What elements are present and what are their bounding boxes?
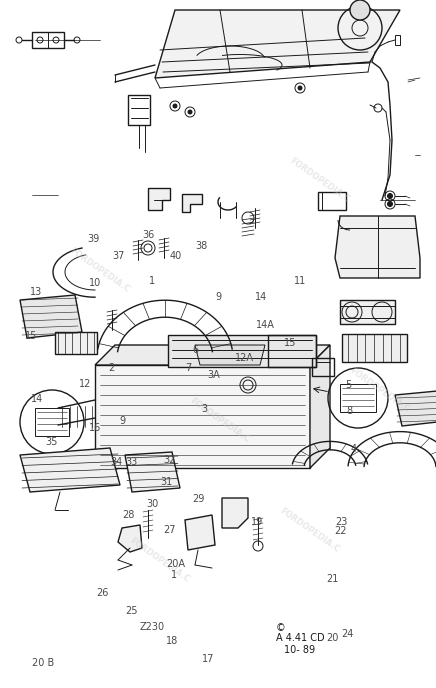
Text: ©: © [275,623,285,633]
Text: 30: 30 [146,499,159,508]
Text: FORDOPEDIA.C: FORDOPEDIA.C [288,156,351,204]
Text: 39: 39 [88,235,100,244]
Polygon shape [395,390,436,426]
Text: 20 B: 20 B [32,658,55,667]
Text: 20: 20 [326,634,338,643]
Bar [168,335,316,367]
Text: 33: 33 [126,458,138,467]
Text: 12: 12 [79,379,91,389]
Bar [312,358,334,376]
Bar [342,334,407,362]
Text: 10- 89: 10- 89 [284,645,316,655]
Text: 27: 27 [163,525,175,535]
Text: 12A: 12A [235,353,254,363]
Text: 36: 36 [142,230,154,240]
Bar [35,408,69,436]
Text: 18: 18 [166,636,178,646]
Text: 8: 8 [347,407,353,416]
Text: 3: 3 [201,404,207,413]
Text: FORDOPEDIA.C: FORDOPEDIA.C [279,506,342,554]
Text: FORDOPEDIA.C: FORDOPEDIA.C [348,366,412,414]
Text: 35: 35 [45,437,58,447]
Text: 4: 4 [351,444,357,453]
Polygon shape [148,188,170,210]
Circle shape [188,110,192,114]
Text: 9: 9 [216,292,222,302]
Text: FORDOPEDIA.C: FORDOPEDIA.C [128,536,191,584]
Text: 17: 17 [202,654,215,664]
Polygon shape [310,345,330,468]
Bar [340,300,395,324]
Circle shape [173,104,177,108]
Polygon shape [95,365,310,468]
Text: 1: 1 [149,276,155,286]
Text: 15: 15 [284,338,296,347]
Polygon shape [335,216,420,278]
Text: 14: 14 [255,292,267,302]
Text: 34: 34 [111,458,123,467]
Text: 28: 28 [123,510,135,519]
Text: 14: 14 [31,394,43,404]
Polygon shape [20,295,82,338]
Text: Z230: Z230 [139,623,164,632]
Circle shape [350,0,370,20]
Text: 31: 31 [160,477,173,486]
Text: 20A: 20A [166,559,185,569]
Circle shape [388,193,392,199]
Polygon shape [222,498,248,528]
Text: 14A: 14A [255,320,275,330]
Text: 37: 37 [112,251,125,261]
Text: 19: 19 [251,517,263,526]
Bar [128,95,150,125]
Text: 6: 6 [192,345,198,354]
Text: 3A: 3A [207,370,220,380]
Text: 2: 2 [108,363,114,373]
Polygon shape [195,345,265,365]
Bar [32,32,64,48]
Text: 7: 7 [185,363,191,373]
Polygon shape [185,515,215,550]
Text: 5: 5 [345,380,351,390]
Polygon shape [125,452,180,492]
Text: 11: 11 [294,276,306,286]
Text: 15: 15 [25,331,37,341]
Text: 21: 21 [326,574,338,584]
Text: 23: 23 [335,517,347,526]
Polygon shape [20,448,120,492]
Circle shape [388,202,392,206]
Text: 16: 16 [89,423,101,433]
Polygon shape [118,525,142,552]
Bar [318,192,346,210]
Text: 38: 38 [195,241,208,251]
Polygon shape [95,345,330,365]
Text: 22: 22 [335,526,347,536]
Text: FORDOPEDIA.C: FORDOPEDIA.C [188,396,252,444]
Polygon shape [155,10,400,78]
Text: 40: 40 [169,251,181,261]
Text: 29: 29 [192,495,204,504]
Text: 9: 9 [119,416,125,426]
Text: 1: 1 [170,570,177,580]
Bar [340,384,376,412]
Text: FORDOPEDIA.C: FORDOPEDIA.C [68,246,132,294]
Bar [395,35,400,45]
Text: 10: 10 [89,279,101,288]
Text: 32: 32 [163,455,175,464]
Text: A 4.41 CD: A 4.41 CD [276,633,324,643]
Polygon shape [182,194,202,212]
Text: 13: 13 [30,288,42,297]
Text: 24: 24 [342,630,354,639]
Text: 25: 25 [126,606,138,616]
Bar [55,332,97,354]
Bar [268,335,316,367]
Circle shape [298,86,302,90]
Text: 26: 26 [96,588,109,598]
